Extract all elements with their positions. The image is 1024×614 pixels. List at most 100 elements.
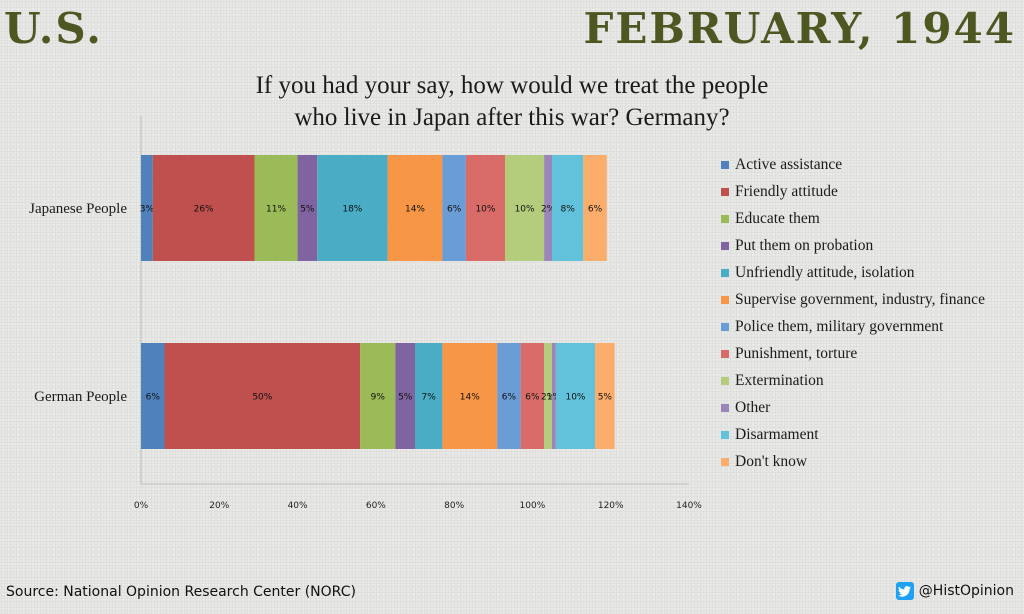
- bar-segment: [395, 343, 415, 449]
- legend-label: Supervise government, industry, finance: [735, 290, 985, 308]
- x-tick-label: 100%: [520, 501, 546, 511]
- bar-segment: [552, 343, 556, 449]
- category-label: Japanese People: [29, 201, 127, 217]
- x-tick-label: 120%: [598, 501, 624, 511]
- bar-segment: [387, 155, 443, 261]
- data-label: 6%: [502, 393, 517, 403]
- legend-label: Active assistance: [735, 155, 843, 173]
- bar-segment: [442, 343, 498, 449]
- data-label: 10%: [515, 205, 535, 215]
- chart-legend: Active assistance Friendly attitude Educ…: [721, 151, 985, 475]
- data-label: 7%: [422, 393, 437, 403]
- bar-segment: [544, 343, 552, 449]
- bar-segment: [520, 343, 545, 449]
- legend-swatch: [721, 376, 729, 385]
- legend-item: Supervise government, industry, finance: [721, 286, 985, 313]
- bar-segment: [164, 343, 361, 449]
- data-label: 5%: [398, 393, 413, 403]
- legend-item: Other: [721, 394, 985, 421]
- data-label: 14%: [405, 205, 425, 215]
- legend-swatch: [721, 457, 729, 466]
- data-label: 5%: [300, 205, 315, 215]
- bar-segment: [505, 155, 545, 261]
- bar-segment: [552, 155, 584, 261]
- data-label: 26%: [194, 205, 214, 215]
- legend-item: Disarmament: [721, 421, 985, 448]
- legend-swatch: [721, 268, 729, 277]
- legend-item: Put them on probation: [721, 232, 985, 259]
- data-label: 1%: [547, 393, 562, 403]
- source-note: Source: National Opinion Research Center…: [6, 584, 356, 600]
- category-label: German People: [34, 389, 127, 405]
- data-label: 3%: [140, 205, 155, 215]
- legend-item: Extermination: [721, 367, 985, 394]
- bar-segment: [442, 155, 466, 261]
- chart-title-line-2: who live in Japan after this war? German…: [294, 104, 730, 131]
- data-label: 2%: [541, 393, 556, 403]
- header-left-title: U.S.: [4, 4, 103, 53]
- legend-label: Disarmament: [735, 425, 819, 443]
- legend-item: Don't know: [721, 448, 985, 475]
- bar-segment: [595, 343, 615, 449]
- legend-swatch: [721, 295, 729, 304]
- bar-segment: [254, 155, 298, 261]
- legend-label: Educate them: [735, 209, 820, 227]
- twitter-bird-icon: [895, 582, 914, 600]
- legend-swatch: [721, 430, 729, 439]
- legend-swatch: [721, 322, 729, 331]
- bar-segment: [152, 155, 255, 261]
- legend-label: Unfriendly attitude, isolation: [735, 263, 915, 281]
- legend-item: Friendly attitude: [721, 178, 985, 205]
- legend-item: Educate them: [721, 205, 985, 232]
- data-label: 11%: [266, 205, 286, 215]
- legend-swatch: [721, 241, 729, 250]
- data-label: 14%: [460, 393, 480, 403]
- chart-title: If you had your say, how would we treat …: [150, 70, 874, 134]
- header-right-title: FEBRUARY, 1944: [583, 4, 1016, 53]
- x-tick-label: 80%: [444, 501, 464, 511]
- bar-segment: [555, 343, 596, 449]
- legend-item: Punishment, torture: [721, 340, 985, 367]
- legend-label: Extermination: [735, 371, 824, 389]
- x-tick-label: 140%: [676, 501, 702, 511]
- data-label: 2%: [541, 205, 556, 215]
- bar-segment: [360, 343, 396, 449]
- data-label: 5%: [598, 393, 613, 403]
- data-label: 18%: [342, 205, 362, 215]
- bar-segment: [141, 155, 153, 261]
- handle-text[interactable]: @HistOpinion: [918, 583, 1014, 599]
- legend-label: Punishment, torture: [735, 344, 858, 362]
- data-label: 6%: [447, 205, 462, 215]
- data-label: 50%: [252, 393, 272, 403]
- x-tick-label: 40%: [288, 501, 308, 511]
- legend-swatch: [721, 187, 729, 196]
- bar-segment: [297, 155, 318, 261]
- legend-item: Unfriendly attitude, isolation: [721, 259, 985, 286]
- x-tick-label: 20%: [209, 501, 229, 511]
- legend-swatch: [721, 349, 729, 358]
- data-label: 10%: [475, 205, 495, 215]
- bar-segment: [141, 343, 165, 449]
- legend-label: Friendly attitude: [735, 182, 838, 200]
- data-label: 6%: [588, 205, 603, 215]
- data-label: 6%: [146, 393, 161, 403]
- bar-segment: [465, 155, 506, 261]
- legend-swatch: [721, 214, 729, 223]
- bar-segment: [497, 343, 521, 449]
- bar-segment: [583, 155, 607, 261]
- legend-label: Don't know: [735, 452, 808, 470]
- bar-segment: [415, 343, 443, 449]
- legend-swatch: [721, 403, 729, 412]
- data-label: 10%: [565, 393, 585, 403]
- data-label: 9%: [371, 393, 386, 403]
- legend-label: Police them, military government: [735, 317, 944, 335]
- x-tick-label: 60%: [366, 501, 386, 511]
- legend-label: Other: [735, 398, 771, 416]
- data-label: 8%: [561, 205, 576, 215]
- twitter-handle[interactable]: @HistOpinion: [895, 582, 1014, 600]
- chart-title-line-1: If you had your say, how would we treat …: [255, 72, 769, 99]
- legend-label: Put them on probation: [735, 236, 874, 254]
- data-label: 6%: [525, 393, 540, 403]
- x-tick-label: 0%: [134, 501, 149, 511]
